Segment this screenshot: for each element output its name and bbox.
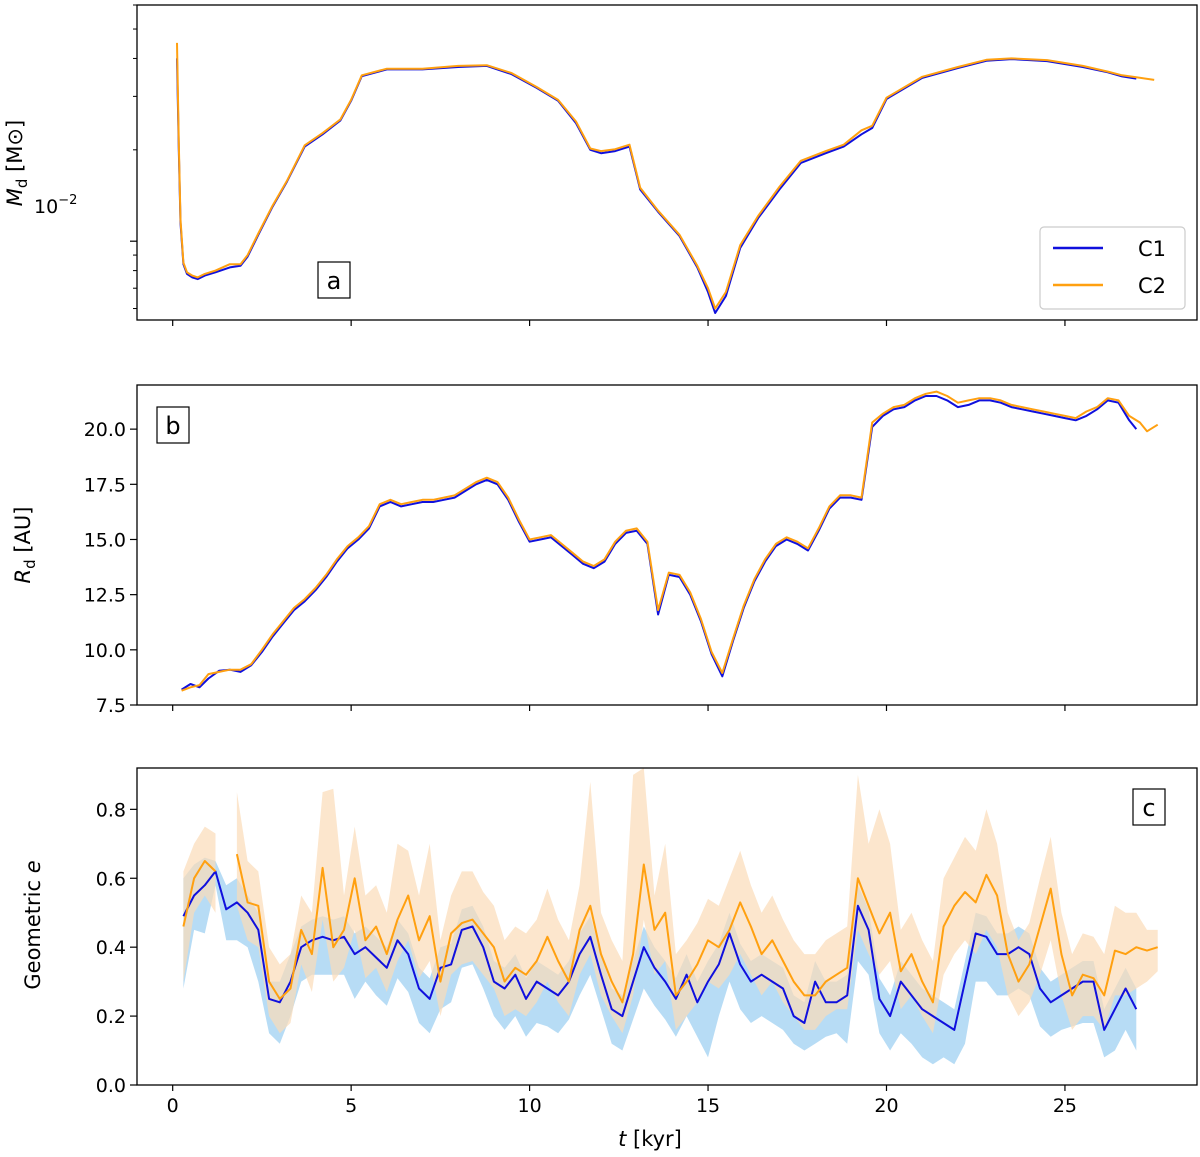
series-c2-line	[235, 853, 1159, 1004]
x-axis-label: t [kyr]	[618, 1127, 682, 1151]
legend-c1-label: C1	[1138, 237, 1166, 261]
panel-c-ylabel: Geometric e	[21, 860, 45, 989]
series-c2-line	[182, 860, 217, 927]
y-tick-label: 0.0	[96, 1075, 126, 1097]
panel-a-ytick-label: 10−2	[34, 193, 77, 218]
y-tick-label: 7.5	[96, 695, 126, 717]
y-tick-label: 0.2	[96, 1006, 126, 1028]
legend: C1 C2	[1039, 226, 1186, 310]
y-tick-label: 20.0	[84, 419, 126, 441]
panel-a-disk-mass: 10−2 Md [M⊙] a C1 C2	[3, 4, 1198, 326]
series-c1-line	[181, 395, 1138, 691]
x-tick-label: 15	[696, 1095, 720, 1117]
panel-a-ticks	[130, 4, 1066, 326]
panel-a-frame	[136, 4, 1198, 321]
panel-c-label: c	[1142, 794, 1155, 822]
panel-b-label-box	[156, 406, 190, 444]
series-c2-line	[176, 42, 1155, 310]
x-tick-label: 10	[517, 1095, 541, 1117]
y-tick-label: 10.0	[84, 640, 126, 662]
panel-b-frame	[136, 384, 1198, 706]
panel-b-label: b	[165, 412, 180, 440]
panel-a-ylabel: Md [M⊙]	[3, 120, 31, 206]
panel-b-series	[181, 390, 1159, 692]
x-tick-label: 25	[1053, 1095, 1077, 1117]
y-tick-label: 0.4	[96, 937, 126, 959]
x-tick-label: 20	[874, 1095, 898, 1117]
series-c2-line	[181, 390, 1159, 692]
x-tick-label: 0	[167, 1095, 179, 1117]
y-tick-label: 15.0	[84, 529, 126, 551]
legend-c2-label: C2	[1138, 274, 1166, 298]
band-c2	[236, 768, 1158, 1034]
panel-c-series	[182, 768, 1159, 1065]
panel-a-label: a	[327, 267, 342, 295]
panel-c-frame	[136, 767, 1198, 1086]
panel-b-ticks: 7.5 10.0 12.5 15.0 17.5 20.0	[84, 419, 1066, 717]
panel-b-disk-radius: 7.5 10.0 12.5 15.0 17.5 20.0 Rd [AU] b	[11, 384, 1198, 717]
series-c1-line	[182, 870, 1138, 1031]
y-tick-label: 0.8	[96, 799, 126, 821]
band-c2	[183, 826, 216, 982]
panel-a-label-box	[317, 261, 351, 299]
panel-c-eccentricity: 0 5 10 15 20 25 0.0 0.2 0.4 0.6 0.8 Geometric e t …	[21, 767, 1198, 1151]
panel-b-ylabel: Rd [AU]	[11, 507, 39, 584]
y-tick-label: 17.5	[84, 474, 126, 496]
panel-a-series	[176, 42, 1155, 314]
panel-c-label-box	[1132, 788, 1166, 826]
x-tick-label: 5	[345, 1095, 357, 1117]
panel-c-ticks: 0 5 10 15 20 25 0.0 0.2 0.4 0.6 0.8	[96, 799, 1077, 1117]
y-tick-label: 0.6	[96, 868, 126, 890]
y-tick-label: 12.5	[84, 585, 126, 607]
